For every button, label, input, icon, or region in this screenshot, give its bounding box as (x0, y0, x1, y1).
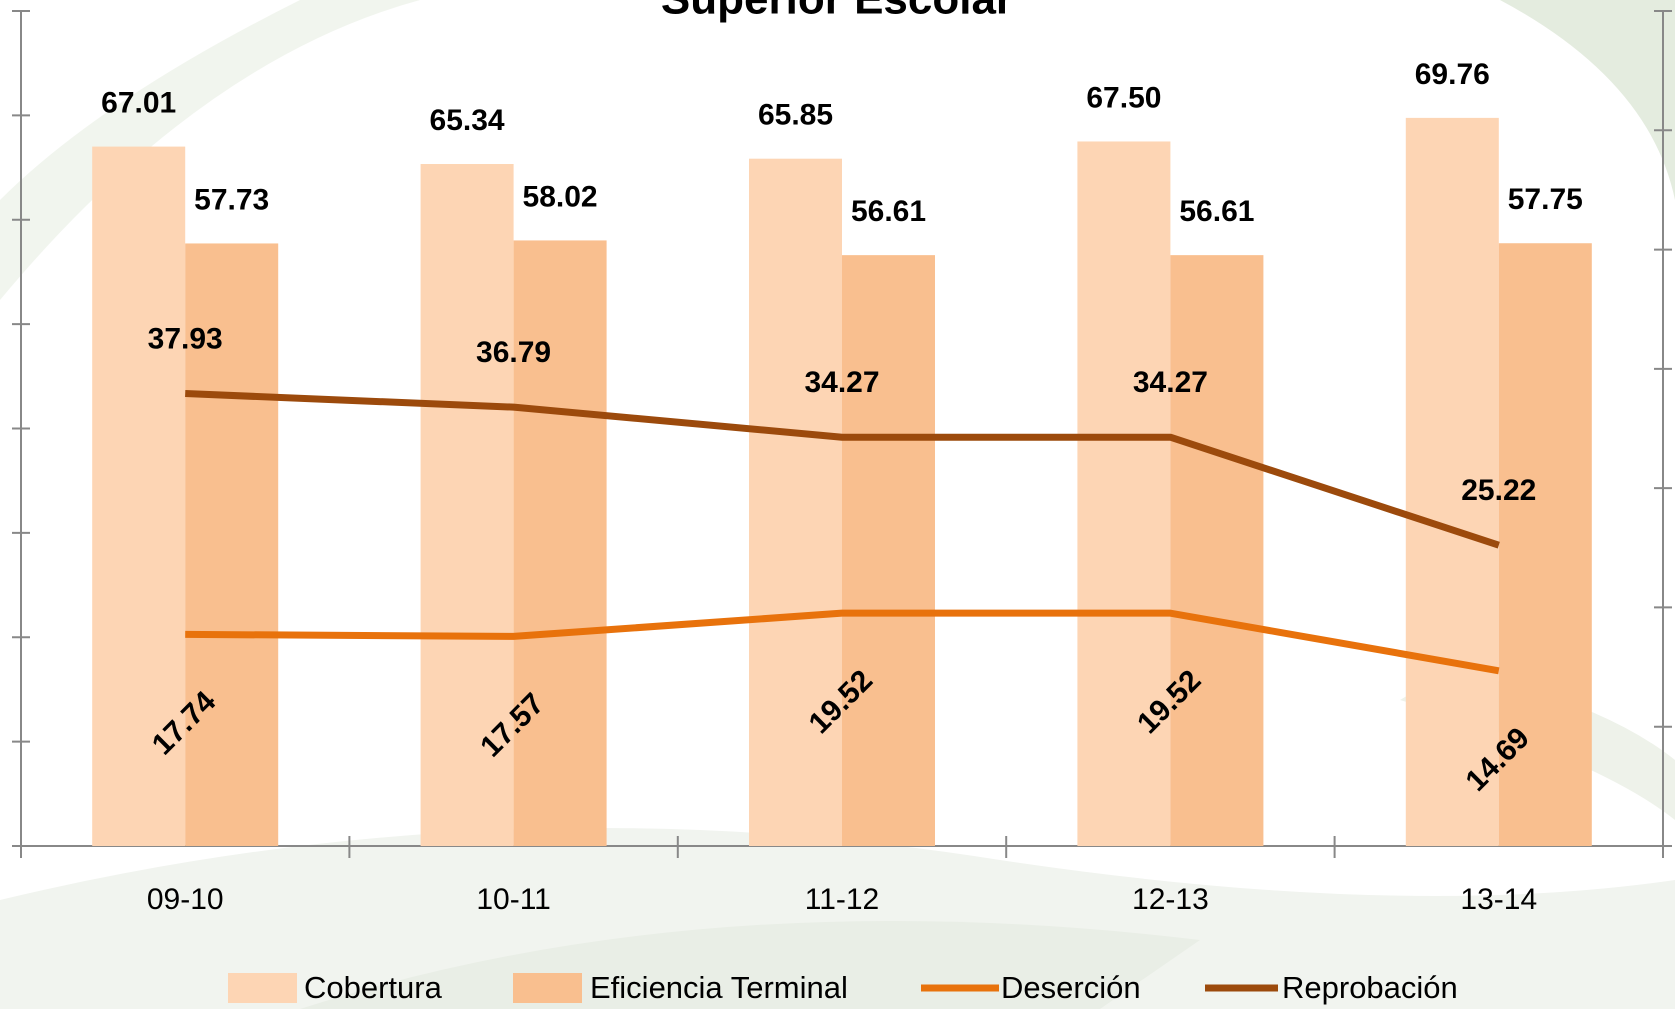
data-label: 58.02 (523, 180, 598, 213)
bar (1405, 117, 1499, 846)
data-label: 56.61 (1179, 195, 1254, 228)
data-label: 65.85 (758, 99, 833, 132)
data-label: 65.34 (430, 104, 505, 137)
data-label: 34.27 (804, 366, 879, 399)
bar (1077, 141, 1171, 846)
x-tick-label: 11-12 (805, 883, 880, 916)
data-label: 36.79 (476, 336, 551, 369)
data-label: 57.75 (1508, 183, 1583, 216)
bar (513, 240, 607, 846)
line (185, 609, 1500, 675)
data-label: 37.93 (148, 322, 223, 355)
bar (185, 243, 279, 847)
bar (1498, 243, 1592, 846)
x-tick-label: 10-11 (476, 883, 551, 916)
bar (1170, 255, 1264, 846)
data-label: 57.73 (194, 183, 269, 216)
x-tick-label: 09-10 (147, 883, 224, 916)
x-tick-label: 13-14 (1460, 883, 1537, 916)
data-label: 34.27 (1133, 366, 1208, 399)
legend-swatch (228, 973, 297, 1003)
bar (92, 146, 186, 846)
data-label: 25.22 (1461, 474, 1536, 507)
legend-label: Cobertura (304, 970, 443, 1005)
data-label: 56.61 (851, 195, 926, 228)
legend: Cobertura Eficiencia Terminal Deserción … (228, 970, 1458, 1005)
legend-label: Deserción (1001, 970, 1141, 1005)
legend-swatch (513, 973, 582, 1003)
line (185, 390, 1500, 549)
legend-label: Eficiencia Terminal (590, 970, 848, 1005)
data-label: 69.76 (1415, 58, 1490, 91)
bar (420, 164, 514, 847)
legend-label: Reprobación (1282, 970, 1458, 1005)
bar (842, 255, 935, 846)
data-label: 67.01 (101, 87, 176, 120)
x-tick-label: 12-13 (1132, 883, 1209, 916)
chart-title: Superior Escolar (661, 0, 1013, 24)
bar (749, 158, 842, 847)
data-label: 67.50 (1086, 81, 1161, 114)
